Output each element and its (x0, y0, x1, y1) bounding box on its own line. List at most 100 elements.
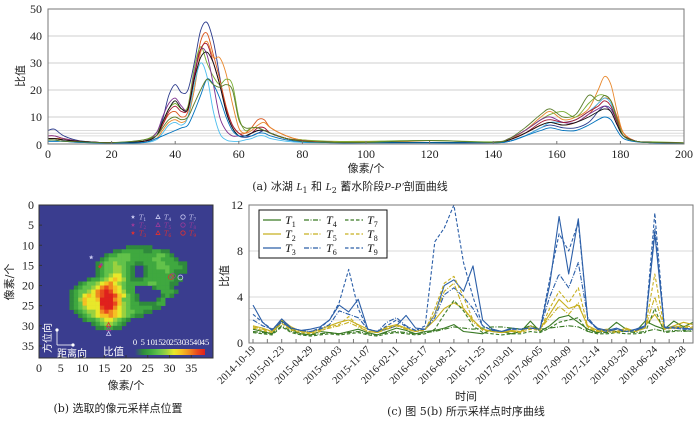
legend-label-sub: 6 (168, 233, 171, 239)
heatmap-cell (126, 265, 131, 270)
heatmap-cell (156, 305, 162, 310)
heatmap-cell (130, 257, 135, 262)
heatmap-cell (95, 309, 101, 315)
heatmap-cell (126, 281, 131, 286)
heatmap-cell (95, 293, 101, 298)
legend-label-main: T (285, 213, 293, 227)
legend-label-sub: 7 (374, 220, 378, 229)
heatmap-cells (69, 245, 188, 331)
heatmap-cell (117, 301, 122, 306)
heatmap-cell (143, 273, 149, 278)
timeseries-series (252, 205, 693, 337)
heatmap-cell (126, 257, 131, 262)
heatmap-cell (108, 261, 114, 266)
heatmap-cell (95, 289, 101, 294)
heatmap-cell (143, 265, 149, 270)
heatmap-cell (126, 261, 131, 266)
heatmap-cell (91, 285, 96, 290)
heatmap-cell (160, 277, 166, 282)
x-tick-label: 0 (45, 147, 51, 161)
heatmap-cell (104, 277, 109, 282)
heatmap-cell (139, 309, 144, 315)
heatmap-cell (82, 285, 88, 290)
colorbar-label: 比值 (103, 345, 124, 358)
heatmap-cell (147, 261, 153, 266)
heatmap-cell (156, 281, 162, 286)
heatmap-cell (104, 317, 109, 323)
heatmap-cell (126, 309, 131, 315)
heatmap-cell (95, 321, 101, 327)
legend-label-main: T (285, 241, 293, 255)
heatmap-cell (147, 305, 153, 310)
heatmap-cell (147, 269, 153, 274)
heatmap-cell (99, 257, 105, 262)
heatmap-cell (143, 301, 149, 306)
direction-indicator (55, 328, 75, 347)
heatmap-cell (130, 309, 135, 315)
heatmap-cell (86, 277, 92, 282)
heatmap-cell (117, 269, 122, 274)
heatmap-cell (86, 285, 92, 290)
heatmap-cell (108, 253, 114, 258)
heatmap-cell (130, 245, 135, 250)
legend-label-sub: 7 (193, 217, 196, 223)
x-tick-label: 180 (611, 147, 629, 161)
heatmap-cell (108, 313, 114, 319)
heatmap-cell (169, 265, 175, 270)
heatmap-cell (91, 281, 96, 286)
legend-label: T8 (367, 227, 378, 243)
heatmap-cell (126, 301, 131, 306)
y-tick-label: 4 (237, 290, 243, 304)
heatmap-cell (69, 297, 75, 302)
heatmap-cell (91, 277, 96, 282)
heatmap-cell (130, 281, 135, 286)
heatmap-cell (169, 285, 175, 290)
heatmap-cell (169, 293, 175, 298)
heatmap-cell (104, 289, 109, 294)
legend-label-sub: 8 (193, 225, 196, 231)
heatmap-cell (121, 289, 127, 294)
heatmap-cell (112, 293, 118, 298)
heatmap-cell (117, 321, 122, 327)
heatmap-cell (91, 305, 96, 310)
heatmap-cell (99, 309, 105, 315)
caption-symbol: L (295, 181, 302, 193)
heatmap-cell (156, 273, 162, 278)
heatmap-cell (143, 261, 149, 266)
heatmap-cell (104, 321, 109, 327)
legend-label-main: T (367, 227, 375, 241)
heatmap-cell (99, 317, 105, 323)
heatmap-cell (143, 257, 149, 262)
heatmap-cell (112, 289, 118, 294)
x-tick-label: 60 (233, 147, 245, 161)
heatmap-cell (130, 285, 135, 290)
circle-marker-icon (180, 222, 186, 228)
heatmap-cell (78, 301, 83, 306)
colorbar-tick-label: 45 (201, 337, 210, 347)
x-tick-label: 35 (185, 361, 197, 375)
heatmap-cell (69, 293, 75, 298)
heatmap-cell (165, 281, 170, 286)
profile-plot-frame (47, 8, 685, 145)
heatmap-cell (95, 285, 101, 290)
legend-label-sub: 6 (333, 248, 337, 257)
heatmap-cell (104, 281, 109, 286)
heatmap-cell (104, 305, 109, 310)
x-tick-label: 20 (106, 147, 118, 161)
heatmap-cell (126, 305, 131, 310)
colorbar-tick-label: 0 (133, 337, 137, 347)
heatmap-cell (134, 261, 140, 266)
azimuth-label: 方位向 (41, 323, 54, 353)
heatmap-cell (82, 317, 88, 323)
heatmap-cell (139, 249, 144, 254)
x-tick-label: 80 (296, 147, 308, 161)
heatmap-cell (147, 265, 153, 270)
heatmap-cell (134, 245, 140, 250)
heatmap-cell (99, 285, 105, 290)
heatmap-cell (130, 305, 135, 310)
colorbar-tick-label: 20 (162, 337, 171, 347)
legend-label: T8 (189, 222, 196, 232)
heatmap-cell (82, 293, 88, 298)
heatmap-cell (152, 273, 157, 278)
